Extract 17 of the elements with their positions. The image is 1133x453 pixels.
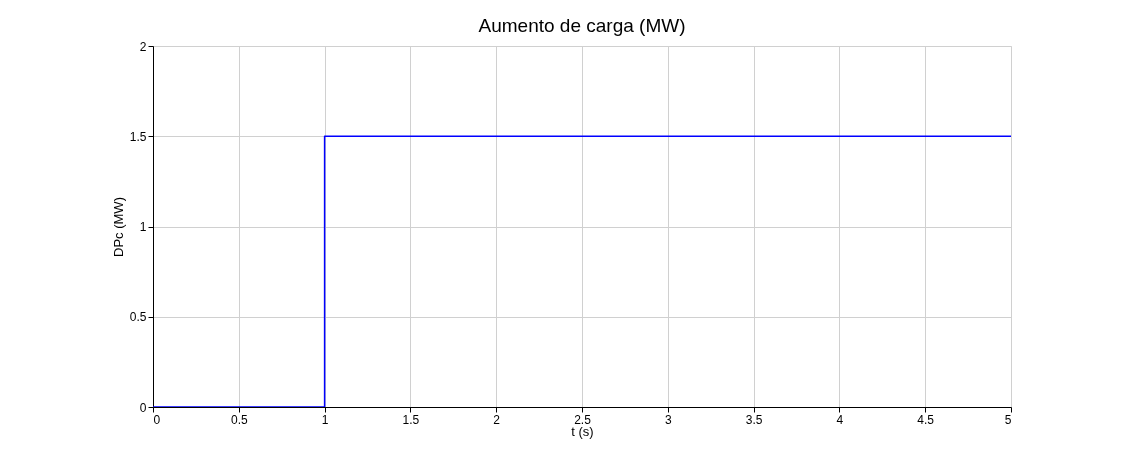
x-tick-label: 3.5 [745, 412, 763, 427]
x-tick-label: 4.5 [917, 412, 935, 427]
x-tick-label: 4 [836, 412, 844, 427]
x-tick-label: 1.5 [402, 412, 420, 427]
y-tick-label: 1.5 [129, 129, 147, 144]
x-tick-label: 0.5 [230, 412, 248, 427]
x-tick-label: 1 [321, 412, 329, 427]
y-tick-label: 1 [139, 220, 147, 234]
y-axis-title: DPc (MW) [110, 197, 126, 257]
x-tick-label: 0 [153, 412, 161, 427]
x-tick-label: 3 [664, 412, 672, 427]
y-tick-label: 2 [139, 39, 147, 54]
x-tick-label: 2 [493, 412, 501, 427]
y-tick-label: 0.5 [129, 310, 147, 325]
chart-title: Aumento de carga (MW) [478, 15, 686, 36]
x-tick-label: 5 [1004, 412, 1012, 427]
y-tick-label: 0 [139, 400, 147, 415]
